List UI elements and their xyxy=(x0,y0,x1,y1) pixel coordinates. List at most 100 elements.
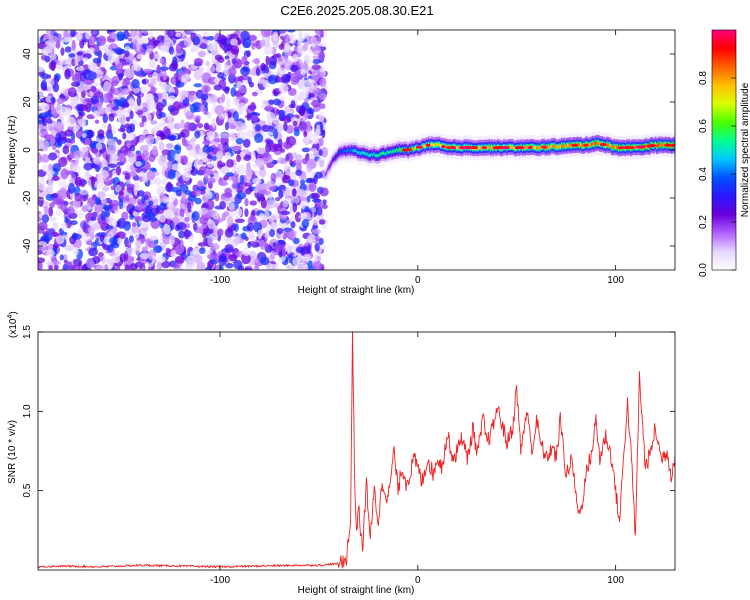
noise-blob xyxy=(310,101,319,106)
signal-peak xyxy=(635,145,644,149)
noise-blob xyxy=(148,252,154,260)
noise-blob xyxy=(66,261,73,268)
noise-blob xyxy=(234,218,245,224)
signal-cell xyxy=(411,146,414,150)
noise-blob xyxy=(43,233,53,242)
noise-blob xyxy=(95,196,101,205)
noise-blob xyxy=(52,221,59,231)
noise-blob xyxy=(319,187,329,197)
noise-blob xyxy=(97,129,105,137)
noise-blob xyxy=(207,35,215,41)
noise-blob xyxy=(217,160,223,169)
signal-peak xyxy=(492,146,501,150)
signal-cell xyxy=(615,145,618,149)
signal-cell xyxy=(580,143,583,147)
noise-blob xyxy=(146,113,152,122)
noise-blob xyxy=(187,194,197,202)
noise-blob xyxy=(289,160,294,166)
noise-blob xyxy=(259,39,266,48)
noise-blob xyxy=(315,235,320,242)
x-tick-label: 0 xyxy=(415,575,421,586)
noise-blob xyxy=(193,83,203,88)
noise-blob xyxy=(207,254,216,260)
signal-cell xyxy=(437,142,440,146)
noise-blob xyxy=(310,207,317,213)
signal-cell xyxy=(606,142,609,147)
noise-blob xyxy=(224,122,230,131)
noise-blob xyxy=(189,30,200,33)
signal-cell xyxy=(547,145,550,149)
noise-blob xyxy=(308,93,315,98)
noise-blob xyxy=(235,208,243,217)
noise-blob xyxy=(243,182,253,187)
noise-blob xyxy=(313,254,322,262)
colorbar-tick-label: 0.4 xyxy=(698,167,709,181)
noise-blob xyxy=(268,99,275,105)
noise-blob xyxy=(194,197,202,205)
noise-blob xyxy=(91,67,102,73)
noise-blob xyxy=(193,254,203,264)
noise-blob xyxy=(230,45,240,55)
noise-blob xyxy=(203,110,210,116)
noise-blob xyxy=(84,137,91,146)
noise-blob xyxy=(167,196,176,202)
noise-blob xyxy=(175,43,184,54)
noise-blob xyxy=(183,37,192,48)
noise-blob xyxy=(159,66,170,71)
signal-cell xyxy=(352,149,355,153)
noise-blob xyxy=(68,182,76,194)
signal-cell xyxy=(434,143,437,147)
noise-blob xyxy=(145,134,155,145)
signal-cell xyxy=(354,149,357,153)
noise-blob xyxy=(54,196,64,205)
noise-blob xyxy=(139,222,149,229)
spectrogram-x-label: Height of straight line (km) xyxy=(298,285,415,296)
noise-blob xyxy=(118,73,123,81)
noise-blob xyxy=(122,106,132,118)
noise-blob xyxy=(88,35,95,47)
noise-blob xyxy=(71,96,79,107)
noise-blob xyxy=(228,117,235,124)
noise-blob xyxy=(38,42,45,50)
noise-blob xyxy=(202,232,207,239)
signal-cell xyxy=(562,144,565,148)
noise-blob xyxy=(141,78,147,85)
noise-blob xyxy=(282,115,291,124)
colorbar-tick-label: 0.6 xyxy=(698,119,709,133)
noise-blob xyxy=(295,246,304,254)
noise-blob xyxy=(290,194,300,205)
noise-blob xyxy=(273,31,278,37)
noise-blob xyxy=(244,198,249,207)
noise-blob xyxy=(268,263,279,270)
signal-cell xyxy=(558,145,561,149)
noise-blob xyxy=(95,142,103,151)
signal-cell xyxy=(367,153,370,157)
noise-blob xyxy=(92,57,102,64)
signal-cell xyxy=(436,143,439,147)
noise-blob xyxy=(257,229,263,240)
noise-blob xyxy=(246,50,251,57)
noise-blob xyxy=(108,113,115,122)
noise-blob xyxy=(214,104,225,116)
noise-blob xyxy=(159,44,169,53)
signal-cell xyxy=(566,143,569,147)
noise-blob xyxy=(74,192,82,202)
signal-cell xyxy=(362,151,365,155)
noise-blob xyxy=(309,36,318,47)
noise-blob xyxy=(38,249,43,255)
noise-blob xyxy=(117,139,122,145)
noise-blob xyxy=(161,260,171,269)
noise-blob xyxy=(170,249,177,258)
noise-blob xyxy=(116,237,123,245)
noise-blob xyxy=(279,30,286,34)
signal-track xyxy=(324,130,675,187)
noise-blob xyxy=(67,87,76,92)
noise-blob xyxy=(88,247,99,257)
noise-blob xyxy=(233,120,244,132)
colorbar-tick-label: 0.8 xyxy=(698,71,709,85)
noise-blob xyxy=(128,171,137,178)
signal-cell xyxy=(391,150,394,154)
signal-peak xyxy=(445,146,453,150)
noise-blob xyxy=(46,74,52,79)
noise-blob xyxy=(265,131,275,136)
